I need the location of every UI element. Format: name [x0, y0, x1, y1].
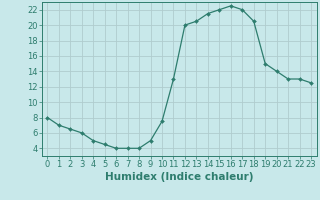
X-axis label: Humidex (Indice chaleur): Humidex (Indice chaleur)	[105, 172, 253, 182]
